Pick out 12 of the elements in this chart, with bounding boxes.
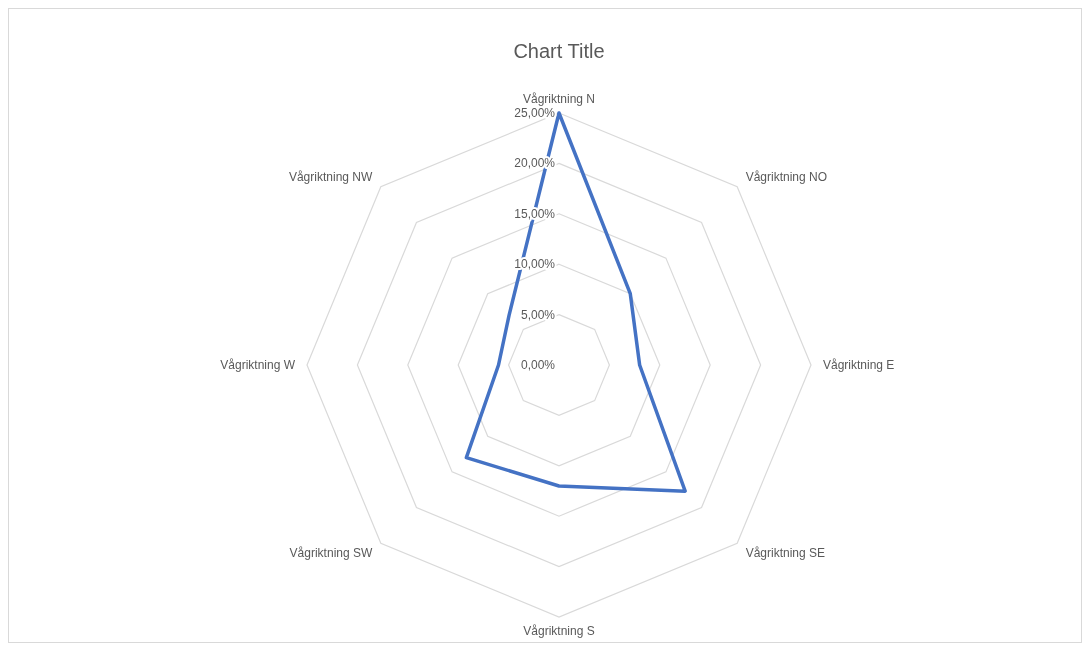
spoke-label: Vågriktning W [220, 358, 296, 372]
spoke-label: Vågriktning SW [289, 546, 373, 561]
spoke-label: Vågriktning N [522, 92, 596, 106]
spoke-label: Vågriktning NW [288, 169, 373, 184]
y-tick-label: 0,00% [520, 358, 556, 372]
chart-title: Chart Title [513, 40, 605, 62]
spoke-label: Vågriktning NO [745, 169, 828, 184]
spoke-label: Vågriktning S [523, 624, 595, 638]
y-tick-label: 5,00% [520, 307, 556, 322]
y-tick-label: 25,00% [514, 106, 556, 120]
spoke-label: Vågriktning SE [745, 546, 826, 561]
spoke-label: Vågriktning E [823, 358, 895, 372]
